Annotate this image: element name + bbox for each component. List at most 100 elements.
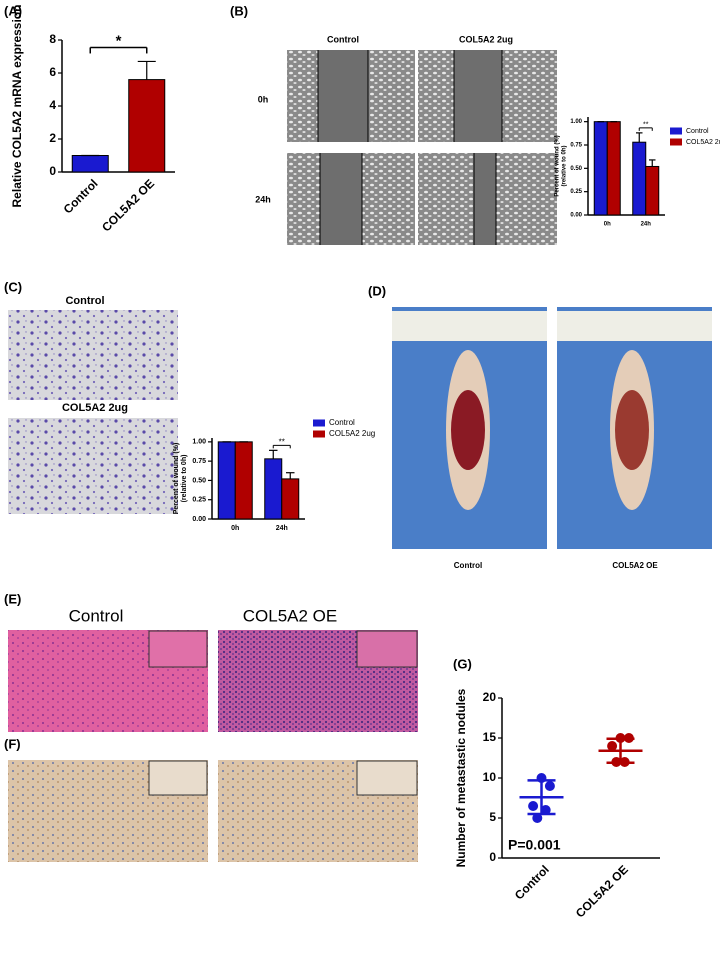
inset bbox=[148, 760, 208, 796]
ruler bbox=[392, 311, 547, 341]
y-axis-label-line: Number of metastastic nodules bbox=[454, 688, 468, 867]
inset bbox=[356, 630, 418, 668]
y-tick-label: 0.25 bbox=[192, 497, 206, 504]
x-tick-label: Control bbox=[61, 176, 101, 216]
panel-label: (B) bbox=[230, 3, 248, 18]
bar bbox=[606, 121, 621, 216]
y-tick-label: 20 bbox=[483, 690, 497, 704]
bar bbox=[217, 441, 236, 520]
image-label: COL5A2 2ug bbox=[62, 402, 128, 414]
y-axis-label-line: (relative to 0h) bbox=[181, 455, 188, 503]
y-tick-label: 0 bbox=[489, 850, 496, 864]
bar bbox=[593, 121, 608, 216]
tumor bbox=[451, 390, 485, 470]
legend-label: COL5A2 2ug bbox=[686, 139, 720, 146]
wound-images: Control COL5A2 2ug 0h 24h bbox=[255, 34, 557, 245]
inset bbox=[356, 760, 418, 796]
x-tick-label: COL5A2 OE bbox=[99, 176, 157, 234]
panel-label: (E) bbox=[4, 591, 21, 606]
bar bbox=[71, 155, 109, 173]
panel-label: (D) bbox=[368, 283, 386, 298]
panel-label: (F) bbox=[4, 736, 21, 751]
mouse-images: Control COL5A2 OE bbox=[392, 307, 712, 570]
legend-swatch bbox=[313, 419, 325, 427]
bar bbox=[128, 79, 166, 173]
y-tick-label: 6 bbox=[49, 65, 56, 79]
y-tick-label: 1.00 bbox=[570, 119, 582, 125]
image-label: 0h bbox=[258, 94, 269, 104]
y-tick-label: 0.75 bbox=[570, 143, 582, 149]
panel-label: (G) bbox=[453, 656, 472, 671]
histology-images: Control COL5A2 OE bbox=[8, 606, 418, 862]
inset bbox=[148, 630, 208, 668]
x-tick-label: 24h bbox=[641, 222, 652, 228]
y-tick-label: 0.25 bbox=[570, 189, 582, 195]
data-point bbox=[607, 741, 618, 751]
y-axis-label: Relative COL5A2 mRNA expression bbox=[10, 5, 24, 208]
significance: ** bbox=[279, 437, 285, 446]
significance: * bbox=[116, 32, 122, 49]
image-label: COL5A2 2ug bbox=[459, 34, 513, 44]
bar bbox=[632, 141, 647, 216]
y-tick-label: 1.00 bbox=[192, 439, 206, 446]
panel-label: (A) bbox=[4, 3, 22, 18]
panel-labels: (A) (B) (C) (D) (E) (F) (G) bbox=[4, 3, 472, 751]
y-tick-label: 0.75 bbox=[192, 458, 206, 465]
legend-swatch bbox=[670, 127, 682, 135]
y-axis-label-line: (relative to 0h) bbox=[561, 145, 567, 186]
legend-swatch bbox=[670, 138, 682, 146]
image-label: Control bbox=[327, 34, 359, 44]
y-tick-label: 10 bbox=[483, 770, 497, 784]
data-point bbox=[528, 801, 539, 811]
legend-label: COL5A2 2ug bbox=[329, 429, 375, 438]
y-tick-label: 4 bbox=[49, 98, 56, 112]
y-tick-label: 0.50 bbox=[570, 166, 582, 172]
y-axis-label-line: Percent of wound (%) bbox=[173, 443, 180, 515]
y-axis-label-line: Relative COL5A2 mRNA expression bbox=[10, 5, 24, 208]
p-value: P=0.001 bbox=[508, 837, 561, 853]
data-point bbox=[540, 805, 551, 815]
wound bbox=[318, 50, 368, 142]
panel-label: (C) bbox=[4, 279, 22, 294]
legend-swatch bbox=[313, 430, 325, 438]
y-axis-label: Percent of wound (%)(relative to 0h) bbox=[554, 135, 567, 196]
image-label: COL5A2 OE bbox=[612, 561, 658, 570]
image-label: COL5A2 OE bbox=[243, 606, 338, 625]
image-label: Control bbox=[454, 561, 482, 570]
x-tick-label: Control bbox=[512, 862, 552, 902]
data-point bbox=[532, 813, 543, 823]
x-tick-label: COL5A2 OE bbox=[573, 862, 631, 920]
photo bbox=[8, 418, 178, 514]
wound bbox=[454, 50, 502, 142]
image-label: Control bbox=[69, 606, 124, 625]
image-label: 24h bbox=[255, 194, 271, 204]
data-point bbox=[544, 781, 555, 791]
legend-label: Control bbox=[329, 418, 355, 427]
bar bbox=[645, 165, 660, 216]
y-tick-label: 5 bbox=[489, 810, 496, 824]
y-tick-label: 0.50 bbox=[192, 477, 206, 484]
tumor bbox=[615, 390, 649, 470]
wound bbox=[474, 153, 496, 245]
image-label: Control bbox=[65, 295, 104, 307]
x-tick-label: 0h bbox=[604, 222, 611, 228]
x-tick-label: 0h bbox=[231, 525, 239, 532]
significance: ** bbox=[643, 122, 649, 129]
y-axis-label: Number of metastastic nodules bbox=[454, 688, 468, 867]
y-tick-label: 0 bbox=[49, 164, 56, 178]
y-tick-label: 2 bbox=[49, 131, 56, 145]
photo bbox=[8, 310, 178, 400]
y-tick-label: 0.00 bbox=[192, 516, 206, 523]
bar bbox=[264, 458, 283, 520]
y-axis-label-line: Percent of wound (%) bbox=[554, 135, 560, 196]
bar bbox=[281, 478, 300, 520]
wound bbox=[320, 153, 362, 245]
legend-label: Control bbox=[686, 128, 709, 135]
bar bbox=[234, 441, 253, 520]
x-tick-label: 24h bbox=[276, 525, 288, 532]
y-axis-label: Percent of wound (%)(relative to 0h) bbox=[173, 443, 188, 515]
ruler bbox=[557, 311, 712, 341]
transwell-images: Control COL5A2 2ug bbox=[8, 295, 178, 514]
y-tick-label: 15 bbox=[483, 730, 497, 744]
